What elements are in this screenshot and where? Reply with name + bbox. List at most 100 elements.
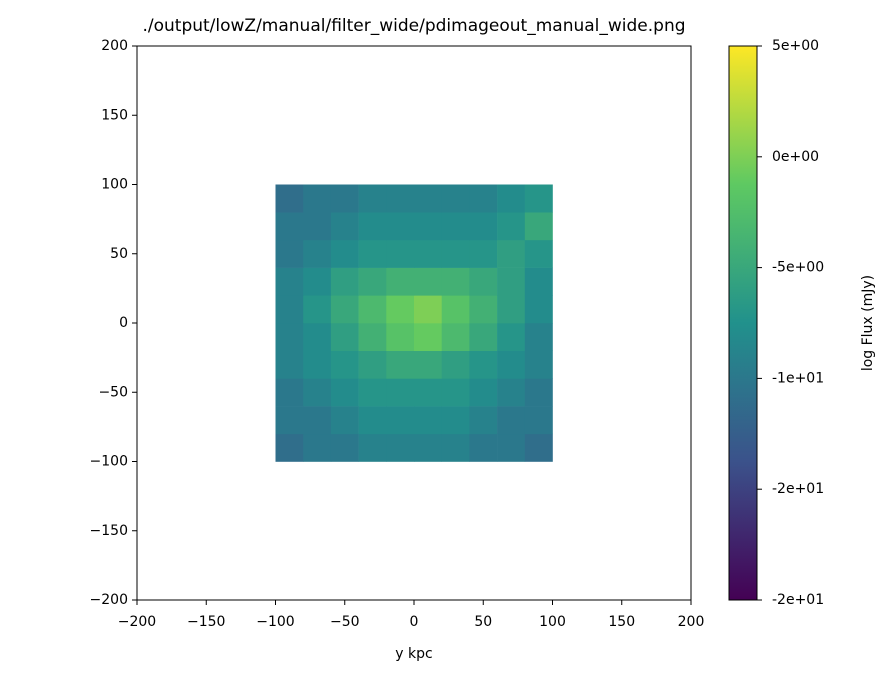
colorbar (728, 45, 758, 601)
heatmap-cell (524, 406, 553, 435)
heatmap-cell (303, 406, 332, 435)
x-tick-label: 200 (678, 614, 705, 630)
colorbar-tick-label: -2e+01 (772, 481, 824, 497)
x-tick-label: −150 (187, 614, 225, 630)
heatmap-cell (303, 350, 332, 379)
heatmap-cell (414, 323, 442, 351)
heatmap-cell (275, 184, 304, 213)
colorbar-label: log Flux (mJy) (860, 275, 876, 371)
heatmap-cell (469, 184, 498, 213)
heatmap-cell (497, 184, 526, 213)
heatmap-cell (497, 239, 526, 268)
heatmap-cell (497, 378, 526, 407)
heatmap-cell (469, 239, 498, 268)
heatmap-cell (386, 239, 415, 268)
heatmap-cell (441, 378, 470, 407)
heatmap-cell (358, 295, 387, 324)
heatmap-cell (330, 184, 359, 213)
heatmap-cell (414, 433, 442, 462)
heatmap-cell (524, 267, 553, 296)
heatmap-cell (303, 323, 332, 351)
heatmap-cell (497, 433, 526, 462)
x-tick-label: −200 (118, 614, 156, 630)
colorbar-tick-label: -2e+01 (772, 592, 824, 608)
heatmap-cell (441, 184, 470, 213)
heatmap-cell (275, 267, 304, 296)
chart-title: ./output/lowZ/manual/filter_wide/pdimage… (142, 16, 685, 36)
heatmap-cell (469, 267, 498, 296)
heatmap-cell (414, 184, 442, 213)
y-tick-label: −150 (90, 523, 128, 539)
heatmap-cell (414, 350, 442, 379)
heatmap-cell (330, 212, 359, 241)
x-tick-label: 150 (608, 614, 635, 630)
x-tick-label: 50 (474, 614, 492, 630)
heatmap-cell (358, 323, 387, 351)
heatmap-cell (358, 267, 387, 296)
heatmap-cell (469, 295, 498, 324)
heatmap-cell (497, 406, 526, 435)
heatmap-cell (386, 267, 415, 296)
y-tick-label: −50 (98, 384, 128, 400)
heatmap-cell (414, 378, 442, 407)
heatmap-cell (303, 184, 332, 213)
heatmap-cell (441, 323, 470, 351)
y-tick-label: 100 (101, 177, 128, 193)
heatmap-cell (330, 433, 359, 462)
heatmap-cell (303, 378, 332, 407)
heatmap-cell (386, 184, 415, 213)
heatmap-cell (358, 350, 387, 379)
colorbar-tick-label: -5e+00 (772, 260, 824, 276)
x-tick-label: 0 (410, 614, 419, 630)
heatmap-cell (441, 433, 470, 462)
heatmap-cell (386, 406, 415, 435)
heatmap-cell (414, 267, 442, 296)
heatmap-cell (358, 378, 387, 407)
heatmap-cell (524, 323, 553, 351)
heatmap-cell (275, 406, 304, 435)
heatmap-cell (358, 212, 387, 241)
heatmap-cell (524, 295, 553, 324)
heatmap-cell (275, 350, 304, 379)
heatmap-cell (303, 295, 332, 324)
heatmap-cell (497, 267, 526, 296)
heatmap-cell (303, 239, 332, 268)
x-tick-label: −50 (330, 614, 360, 630)
heatmap-cell (469, 433, 498, 462)
y-tick-label: 50 (110, 246, 128, 262)
colorbar-tick-label: -1e+01 (772, 370, 824, 386)
heatmap-cell (330, 239, 359, 268)
heatmap-cell (330, 267, 359, 296)
heatmap-cell (303, 212, 332, 241)
heatmap-cell (358, 239, 387, 268)
heatmap-cell (386, 212, 415, 241)
x-tick-label: −100 (256, 614, 294, 630)
heatmap-cell (330, 295, 359, 324)
heatmap-cell (524, 433, 553, 462)
heatmap-cell (524, 212, 553, 241)
heatmap-cell (497, 323, 526, 351)
heatmap-cell (414, 295, 442, 324)
heatmap-cell (275, 433, 304, 462)
heatmap-cell (441, 295, 470, 324)
heatmap-cell (497, 212, 526, 241)
x-axis-label: y kpc (395, 646, 432, 662)
heatmap-cell (358, 406, 387, 435)
heatmap-cell (414, 239, 442, 268)
heatmap-cell (441, 350, 470, 379)
heatmap-cell (524, 350, 553, 379)
heatmap-cell (469, 406, 498, 435)
heatmap-cell (469, 378, 498, 407)
heatmap-cell (358, 184, 387, 213)
heatmap-cell (414, 406, 442, 435)
heatmap-cell (497, 295, 526, 324)
heatmap-cell (330, 350, 359, 379)
y-tick-label: −100 (90, 454, 128, 470)
heatmap-cell (275, 323, 304, 351)
heatmap-cell (414, 212, 442, 241)
heatmap-cell (330, 323, 359, 351)
heatmap-cell (524, 378, 553, 407)
heatmap-cell (275, 378, 304, 407)
heatmap-cell (441, 239, 470, 268)
